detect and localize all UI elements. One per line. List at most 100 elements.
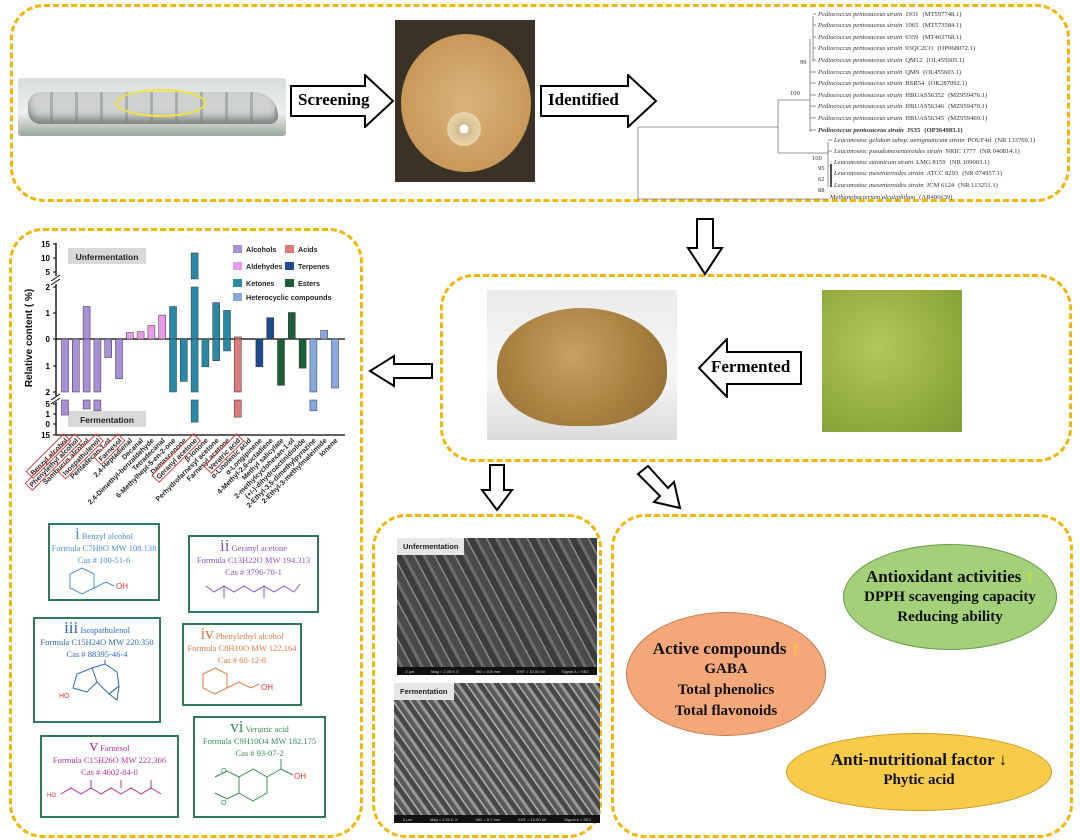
y-tick-label: 1 — [46, 362, 51, 371]
active-compound-item: Total phenolics — [677, 682, 775, 698]
bar-unfermentation — [212, 302, 220, 340]
highlight-box — [93, 433, 126, 466]
sem-label: Fermentation — [394, 683, 454, 700]
antioxidant-title: Antioxidant activities ↑ — [865, 567, 1035, 586]
bar-fermentation — [298, 338, 307, 369]
sem-mag: Mag = 2.00 K X — [431, 668, 459, 674]
tree-leaf: Pediococcus pentosaceus strain JS35 (OP364… — [818, 127, 963, 134]
compound-name: Benzyl alcohol — [81, 531, 134, 541]
bar-fermentation — [223, 338, 231, 352]
tree-leaf: Leuconostoc mesenteroides strain ATCC 829… — [833, 170, 1002, 177]
compound-cas: Cas # 3796-70-1 — [225, 567, 282, 577]
bar-unfermentation — [126, 332, 134, 340]
y-tick-label: 2 — [46, 283, 51, 292]
bootstrap-value: 95 — [818, 165, 825, 172]
bar-fermentation — [190, 338, 199, 393]
compound-card: vi Veratric acid Formula C9H10O4 MW 182.… — [193, 716, 326, 818]
bar-fermentation-break — [93, 399, 102, 412]
bar-fermentation — [61, 338, 69, 393]
legend-label: Esters — [298, 279, 320, 288]
bar-fermentation — [201, 338, 210, 368]
svg-text:O: O — [221, 800, 227, 807]
unfermentation-annotation-bg — [68, 248, 146, 264]
fermented-label: Fermented — [711, 357, 791, 376]
compound-number: v — [89, 736, 99, 755]
compound-structure-icon: HO — [42, 778, 177, 803]
compound-structure-icon: OH O O — [195, 759, 324, 810]
compound-card: iii Isospathulenol Formula C15H24O MW 22… — [33, 617, 161, 723]
up-arrow-icon: ↑ — [1025, 567, 1035, 586]
legend-label: Terpenes — [298, 262, 329, 271]
highlight-box — [151, 433, 202, 483]
compound-cas: Cas # 93-07-2 — [235, 748, 284, 758]
highlight-box — [57, 433, 104, 480]
compound-number: iii — [64, 618, 79, 637]
legend-swatch — [285, 279, 294, 287]
diagonal-arrow-to-effects — [636, 464, 682, 510]
compound-formula: Formula C8H10O MW 122.164 — [187, 643, 297, 653]
bar-fermentation — [169, 338, 177, 393]
bar-unfermentation — [234, 336, 242, 340]
compound-structure-icon: OH — [50, 566, 158, 599]
bar-fermentation-break — [82, 399, 91, 410]
bar-fermentation-break — [61, 399, 69, 416]
svg-text:OH: OH — [116, 582, 128, 591]
bar-fermentation — [72, 338, 80, 393]
y-tick-label: 5 — [46, 400, 51, 409]
legend-swatch — [233, 293, 242, 301]
bootstrap-value: 62 — [818, 176, 825, 183]
legend-label: Aldehydes — [246, 262, 282, 271]
screening-panel — [10, 4, 1070, 202]
petri-dish-image — [395, 20, 535, 182]
compound-number: i — [74, 524, 80, 543]
highlight-box — [25, 433, 72, 480]
tree-leaf: Pediococcus pentosaceus strain 1931 (MT597… — [817, 11, 961, 18]
compound-title: iv Phenylethyl alcohol — [184, 625, 300, 642]
compound-name: Geranyl acetone — [231, 543, 288, 553]
sem-eht: EHT = 10.00 kV — [516, 668, 546, 674]
legend-label: Heterocyclic compounds — [246, 293, 331, 302]
compound-name: Veratric acid — [245, 724, 289, 734]
screening-arrow: Screening — [290, 74, 395, 128]
sem-wd: WD = 8.8 mm — [475, 668, 501, 674]
svg-text:OH: OH — [261, 683, 273, 692]
tree-leaf: Pediococcus pentosaceus strain 93QC2CO (OP… — [817, 45, 975, 52]
compound-name: Phenylethyl alcohol — [215, 631, 284, 641]
fermentation-annotation-bg — [68, 411, 146, 427]
legend-label: Alcohols — [246, 245, 276, 254]
tree-leaf: Pediococcus pentosaceus strain QM12 (OL455… — [817, 57, 964, 64]
svg-text:HO: HO — [59, 693, 70, 700]
sem-eht: EHT = 10.00 kV — [518, 816, 547, 822]
compound-name: Farnesol — [100, 743, 130, 753]
y-tick-label: 1 — [46, 309, 51, 318]
active-compounds-title: Active compounds ↑ — [652, 639, 800, 658]
compound-formula: Formula C9H10O4 MW 182.175 — [202, 736, 317, 746]
volatile-compounds-chart: Unfermentation Fermentation Relative con… — [24, 240, 345, 510]
left-arrow-to-chart — [368, 354, 433, 388]
up-arrow-icon: ↑ — [790, 639, 800, 658]
tree-leaf: Pediococcus pentosaceus strain QM9 (OL4556… — [817, 69, 961, 76]
bar-unfermentation — [288, 312, 296, 340]
effects-panel — [611, 514, 1073, 838]
compound-title: vi Veratric acid — [195, 718, 324, 735]
bar-fermentation — [255, 338, 264, 368]
sem-scale: 2 μm — [402, 816, 412, 822]
compound-formula: Formula C15H24O MW 220.350 — [40, 637, 154, 647]
compound-structure-icon — [190, 578, 317, 603]
compound-title: v Farnesol — [42, 737, 177, 754]
compound-number: ii — [219, 536, 230, 555]
tree-leaf: Pediococcus pentosaceus strain HBUAS56345… — [817, 115, 987, 122]
bar-unfermentation — [147, 325, 156, 340]
compound-title: ii Geranyl acetone — [190, 537, 317, 554]
highlight-box — [203, 433, 245, 474]
y-tick-label: 1 — [46, 410, 51, 419]
tree-leaf: Pediococcus pentosaceus strain 6359 (MT463… — [817, 34, 961, 41]
tree-leaf: Pediococcus pentosaceus strain 1065 (MT573… — [817, 22, 961, 29]
fermented-arrow: Fermented — [697, 338, 803, 398]
down-arrow-to-fermentation — [686, 218, 724, 276]
bar-unfermentation — [158, 314, 166, 340]
bootstrap-value: 88 — [818, 187, 825, 194]
y-tick-label: 10 — [41, 254, 50, 263]
bootstrap-value: 99 — [800, 59, 807, 66]
compound-cas: Cas # 88395-46-4 — [66, 649, 128, 659]
